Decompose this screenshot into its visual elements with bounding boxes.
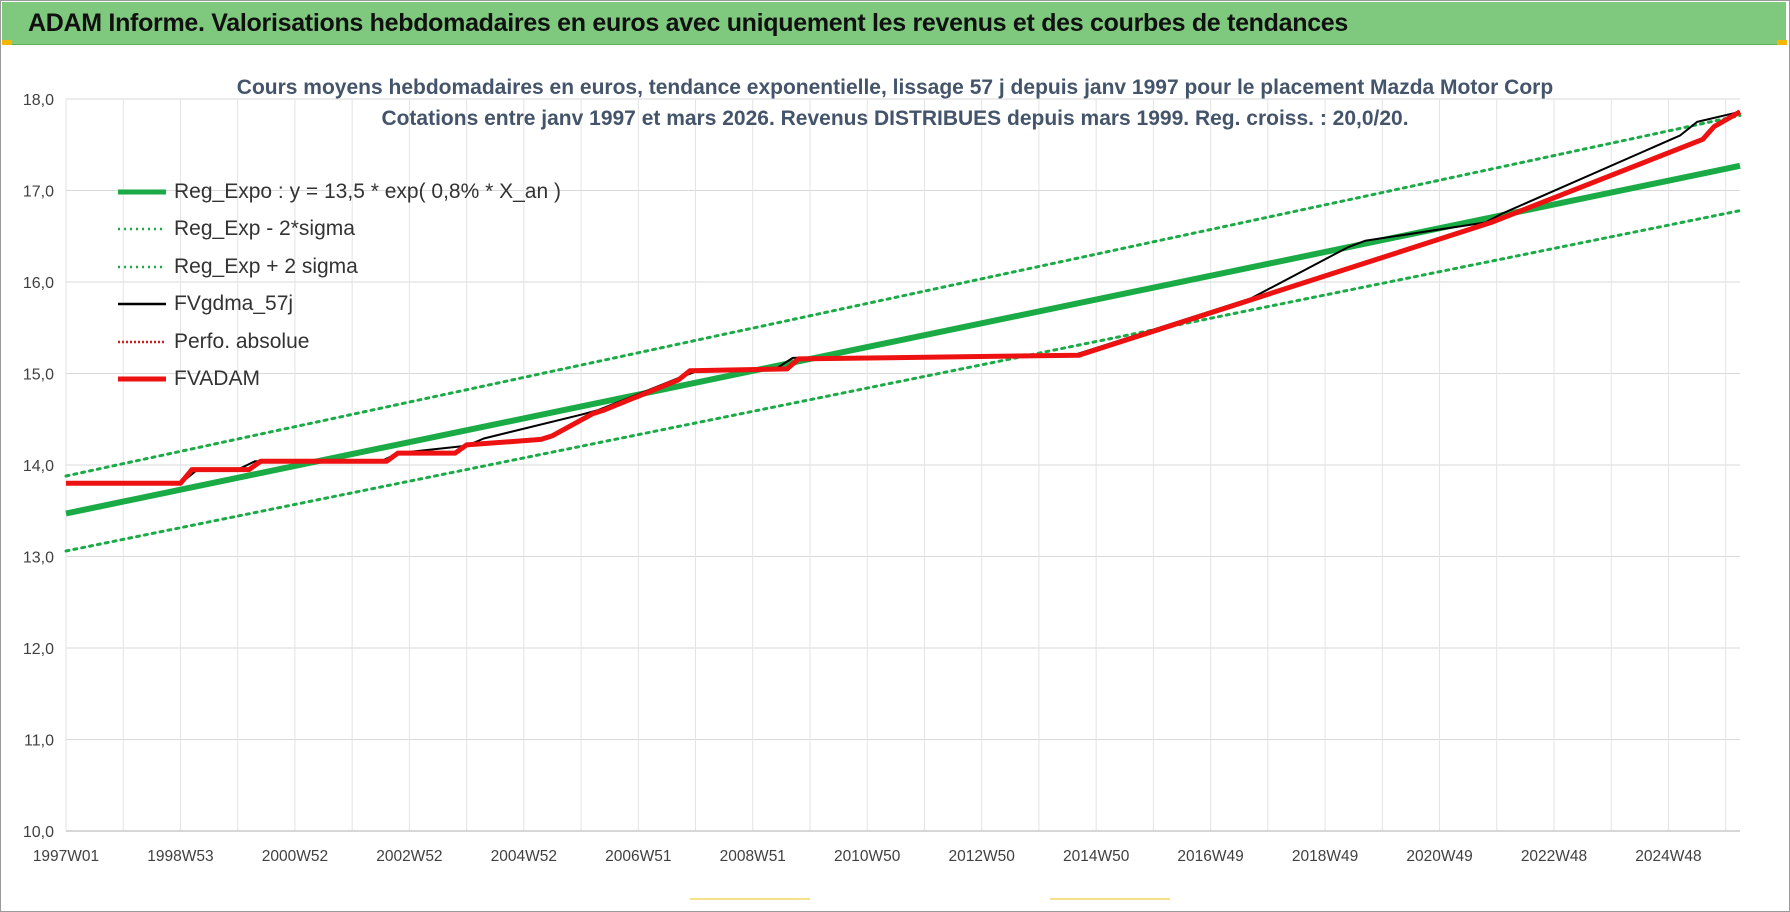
- report-title: ADAM Informe. Valorisations hebdomadaire…: [28, 9, 1349, 37]
- legend-swatch: [118, 189, 166, 195]
- legend-swatch: [118, 303, 166, 306]
- x-tick-label: 2014W50: [1063, 848, 1130, 865]
- legend-label: Perfo. absolue: [174, 329, 310, 353]
- series-line-2: [64, 114, 1742, 478]
- corner-marker-right: [1777, 40, 1787, 45]
- chart-legend: Reg_Expo : y = 13,5 * exp( 0,8% * X_an )…: [116, 173, 561, 398]
- y-tick-label: 14,0: [23, 458, 54, 475]
- legend-item: Reg_Exp - 2*sigma: [116, 211, 561, 249]
- y-tick-label: 13,0: [23, 550, 54, 567]
- series-line-1: [64, 209, 1742, 553]
- x-tick-label: 2004W52: [491, 848, 557, 865]
- legend-label: FVADAM: [174, 367, 260, 391]
- footer-mark-2: [1050, 898, 1170, 900]
- x-tick-label: 2006W51: [605, 848, 671, 865]
- legend-item: FVADAM: [116, 361, 561, 399]
- x-tick-label: 2024W48: [1635, 848, 1701, 865]
- legend-item: Reg_Expo : y = 13,5 * exp( 0,8% * X_an ): [116, 173, 561, 211]
- x-tick-label: 2008W51: [720, 848, 786, 865]
- x-tick-label: 1997W01: [33, 848, 99, 865]
- series-line-0: [65, 162, 1741, 517]
- x-tick-label: 2018W49: [1292, 848, 1358, 865]
- legend-label: Reg_Exp + 2 sigma: [174, 254, 358, 278]
- x-tick-label: 2010W50: [834, 848, 901, 865]
- x-tick-label: 2022W48: [1521, 848, 1587, 865]
- series-line-5: [66, 109, 1742, 486]
- legend-swatch: [118, 376, 166, 382]
- legend-label: Reg_Expo : y = 13,5 * exp( 0,8% * X_an ): [174, 179, 561, 203]
- y-tick-label: 10,0: [23, 824, 54, 841]
- x-tick-label: 2000W52: [262, 848, 328, 865]
- x-tick-label: 2002W52: [376, 848, 442, 865]
- chart-title: Cours moyens hebdomadaires en euros, ten…: [237, 76, 1553, 99]
- legend-swatch: [118, 265, 166, 268]
- chart-subtitle: Cotations entre janv 1997 et mars 2026. …: [381, 107, 1408, 130]
- y-tick-label: 18,0: [23, 92, 54, 109]
- legend-swatch: [118, 228, 166, 231]
- y-tick-label: 17,0: [23, 184, 54, 201]
- x-tick-label: 2020W49: [1406, 848, 1472, 865]
- footer-mark-1: [690, 898, 810, 900]
- legend-item: Perfo. absolue: [116, 323, 561, 361]
- y-tick-label: 15,0: [23, 367, 54, 384]
- x-tick-label: 2016W49: [1177, 848, 1243, 865]
- y-tick-label: 11,0: [24, 733, 54, 750]
- legend-label: FVgdma_57j: [174, 292, 294, 316]
- legend-label: Reg_Exp - 2*sigma: [174, 217, 355, 241]
- x-tick-label: 1998W53: [147, 848, 213, 865]
- legend-item: FVgdma_57j: [116, 286, 561, 324]
- report-header: ADAM Informe. Valorisations hebdomadaire…: [2, 2, 1786, 45]
- y-tick-label: 12,0: [23, 641, 54, 658]
- y-tick-label: 16,0: [23, 275, 54, 292]
- x-tick-label: 2012W50: [949, 848, 1016, 865]
- legend-item: Reg_Exp + 2 sigma: [116, 248, 561, 286]
- legend-swatch: [118, 340, 166, 343]
- corner-marker-left: [2, 40, 12, 45]
